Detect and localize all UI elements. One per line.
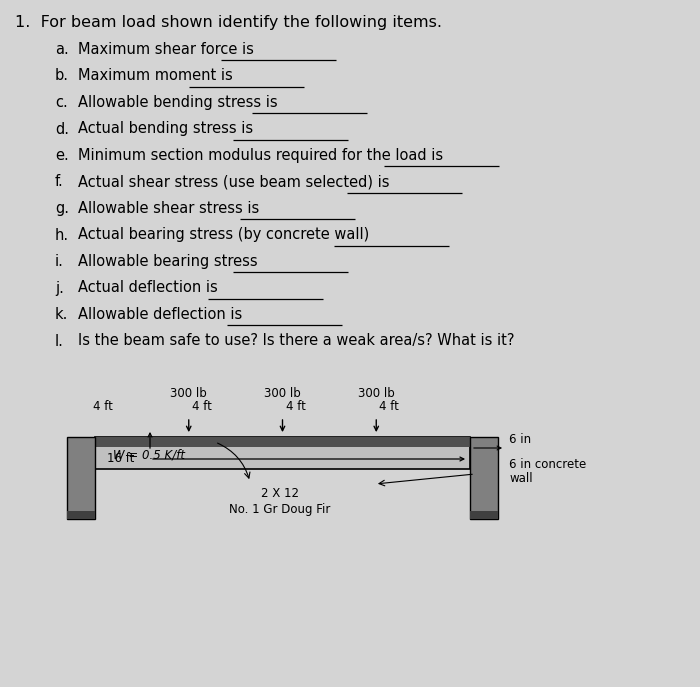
Text: Allowable shear stress is: Allowable shear stress is	[78, 201, 259, 216]
Text: Minimum section modulus required for the load is: Minimum section modulus required for the…	[78, 148, 443, 163]
Text: h.: h.	[55, 227, 69, 243]
Text: Allowable bearing stress: Allowable bearing stress	[78, 254, 258, 269]
Text: j.: j.	[55, 280, 64, 295]
Text: No. 1 Gr Doug Fir: No. 1 Gr Doug Fir	[230, 503, 330, 516]
Bar	[67, 437, 95, 519]
Text: Actual bearing stress (by concrete wall): Actual bearing stress (by concrete wall)	[78, 227, 370, 243]
Text: 4 ft: 4 ft	[379, 401, 399, 414]
Text: l.: l.	[55, 333, 64, 348]
Bar	[67, 511, 95, 519]
Bar	[470, 511, 498, 519]
Text: W = 0.5 K/ft: W = 0.5 K/ft	[113, 449, 185, 462]
Text: f.: f.	[55, 174, 64, 190]
Text: a.: a.	[55, 42, 69, 57]
Text: 4 ft: 4 ft	[286, 401, 305, 414]
Bar	[95, 437, 470, 469]
Text: 300 lb: 300 lb	[358, 387, 395, 400]
Text: b.: b.	[55, 69, 69, 84]
Text: Is the beam safe to use? Is there a weak area/s? What is it?: Is the beam safe to use? Is there a weak…	[78, 333, 514, 348]
Text: Actual deflection is: Actual deflection is	[78, 280, 218, 295]
Bar	[95, 437, 470, 447]
Text: Allowable deflection is: Allowable deflection is	[78, 307, 242, 322]
Text: e.: e.	[55, 148, 69, 163]
Text: Allowable bending stress is: Allowable bending stress is	[78, 95, 278, 110]
Text: d.: d.	[55, 122, 69, 137]
Text: 2 X 12: 2 X 12	[261, 487, 299, 500]
Text: wall: wall	[509, 472, 533, 485]
Text: 6 in concrete: 6 in concrete	[509, 458, 587, 471]
Text: 1.  For beam load shown identify the following items.: 1. For beam load shown identify the foll…	[15, 15, 442, 30]
Text: Maximum moment is: Maximum moment is	[78, 69, 232, 84]
Text: 4 ft: 4 ft	[93, 401, 113, 414]
Bar	[470, 437, 498, 519]
Text: c.: c.	[55, 95, 68, 110]
Text: i.: i.	[55, 254, 64, 269]
Text: 6 in: 6 in	[509, 433, 531, 446]
Text: 16 ft: 16 ft	[107, 453, 134, 466]
Text: g.: g.	[55, 201, 69, 216]
Text: k.: k.	[55, 307, 69, 322]
Text: Actual bending stress is: Actual bending stress is	[78, 122, 253, 137]
Text: Actual shear stress (use beam selected) is: Actual shear stress (use beam selected) …	[78, 174, 389, 190]
Text: 300 lb: 300 lb	[264, 387, 301, 400]
Text: 300 lb: 300 lb	[170, 387, 207, 400]
Text: 4 ft: 4 ft	[192, 401, 211, 414]
Text: Maximum shear force is: Maximum shear force is	[78, 42, 254, 57]
